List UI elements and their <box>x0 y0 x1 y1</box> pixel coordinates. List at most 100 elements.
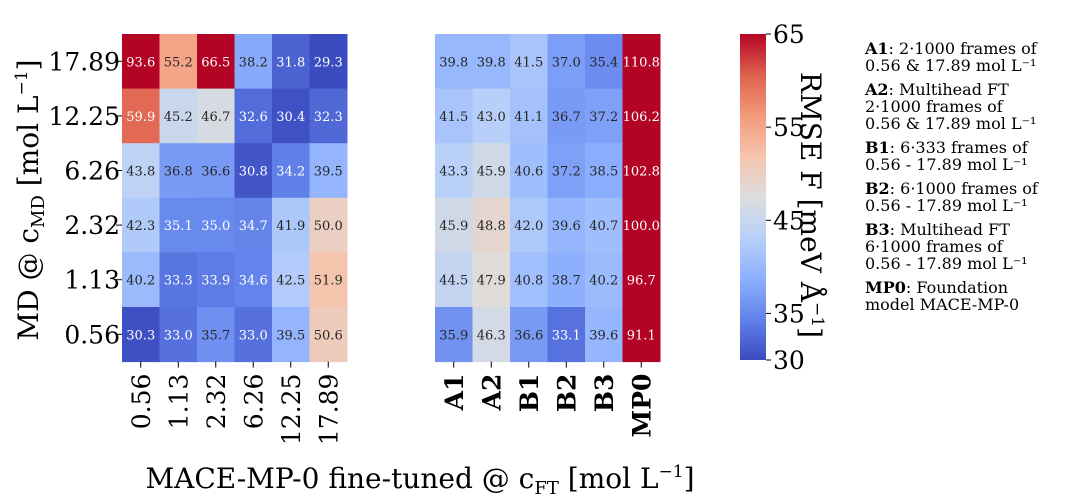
heatmap-cell: 37.2 <box>547 143 586 199</box>
heatmap-cell-value: 36.6 <box>201 165 230 180</box>
heatmap-cell: 33.0 <box>234 307 273 363</box>
heatmap-cell-value: 40.6 <box>514 165 543 180</box>
legend-key: A1 <box>865 39 889 58</box>
heatmap-cell-value: 35.7 <box>201 328 230 343</box>
heatmap-cell: 29.3 <box>309 34 348 90</box>
heatmap-cell-value: 33.0 <box>164 328 193 343</box>
heatmap-cell-value: 91.1 <box>627 328 656 343</box>
heatmap-cell: 37.0 <box>547 34 586 90</box>
heatmap-cell: 36.6 <box>510 307 548 363</box>
heatmap-cell-value: 32.3 <box>314 110 343 125</box>
heatmap-cell: 55.2 <box>159 34 198 90</box>
heatmap-cell-rect <box>435 307 473 363</box>
heatmap-cell-rect <box>122 34 160 90</box>
heatmap-cell: 34.2 <box>272 143 310 199</box>
heatmap-cell: 30.4 <box>272 88 310 144</box>
heatmap-cell-value: 66.5 <box>201 55 230 70</box>
heatmap-cell-value: 51.9 <box>314 274 343 289</box>
heatmap-cell-rect <box>159 88 198 144</box>
heatmap-cell-rect <box>122 197 160 253</box>
legend-text: 6·1000 frames of <box>865 237 1003 256</box>
heatmap-cell-value: 39.6 <box>552 219 581 234</box>
heatmap-cell-rect <box>435 88 473 144</box>
heatmap-cell-rect <box>435 143 473 199</box>
heatmap-cell-value: 41.9 <box>276 219 305 234</box>
heatmap-cell-value: 110.8 <box>623 55 660 70</box>
heatmap-cell-value: 29.3 <box>314 55 343 70</box>
legend-text: 0.56 & 17.89 mol L⁻¹ <box>865 114 1037 133</box>
heatmap-cell: 96.7 <box>622 252 661 308</box>
heatmap-cell-rect <box>197 197 235 253</box>
heatmap-cell: 33.1 <box>547 307 586 363</box>
legend-entry: B3: Multihead FT 6·1000 frames of 0.56 - 1… <box>865 221 1075 272</box>
heatmap-cell-value: 34.6 <box>239 274 268 289</box>
legend-text: 0.56 - 17.89 mol L⁻¹ <box>865 254 1028 273</box>
heatmap-cell-value: 43.3 <box>439 165 468 180</box>
legend-key: B1 <box>865 138 890 157</box>
heatmap-cell-rect <box>309 307 348 363</box>
heatmap-cell: 42.5 <box>272 252 310 308</box>
heatmap-cell-value: 41.1 <box>514 110 543 125</box>
heatmap-cell-value: 106.2 <box>623 110 660 125</box>
heatmap-cell: 30.3 <box>122 307 160 363</box>
heatmap-cell-rect <box>510 252 548 308</box>
heatmap-cell-value: 37.2 <box>552 165 581 180</box>
heatmap-cell: 36.8 <box>159 143 198 199</box>
heatmap-cell: 39.6 <box>585 307 623 363</box>
colorbar-gradient <box>740 34 766 360</box>
heatmap-cell-rect <box>309 252 348 308</box>
heatmap-cell: 38.2 <box>234 34 273 90</box>
legend-text: 0.56 - 17.89 mol L⁻¹ <box>865 155 1028 174</box>
x-tick-label: 1.13 <box>164 374 193 430</box>
heatmap-cell-rect <box>122 88 160 144</box>
heatmap-cell: 106.2 <box>622 88 661 144</box>
heatmap-cell-rect <box>472 197 511 253</box>
y-tick-label: 6.26 <box>64 157 120 186</box>
heatmap-cell: 37.2 <box>585 88 623 144</box>
legend-key: B2 <box>865 179 890 198</box>
heatmap-cell-rect <box>272 34 310 90</box>
colorbar: 30 35 45 55 65 <box>740 20 805 375</box>
y-tick-label: 1.13 <box>64 266 120 295</box>
heatmap-cell-rect <box>472 252 511 308</box>
x-tick-label: B2 <box>552 374 581 413</box>
heatmap-cell: 33.9 <box>197 252 235 308</box>
heatmap-cell: 42.3 <box>122 197 160 253</box>
heatmap-cell-rect <box>547 34 586 90</box>
heatmap-cell: 46.3 <box>472 307 511 363</box>
legend-text: : Foundation <box>905 278 1009 297</box>
heatmap-cell-rect <box>585 307 623 363</box>
heatmap-cell-value: 93.6 <box>126 55 155 70</box>
x-tick-label: 6.26 <box>239 374 268 430</box>
x-tick-label: A1 <box>440 374 469 412</box>
heatmap-cell: 43.8 <box>122 143 160 199</box>
legend-entry: A1: 2·1000 frames of 0.56 & 17.89 mol L⁻¹ <box>865 40 1075 74</box>
heatmap-panel-2: 39.8 39.8 41.5 37.0 35.4 110.8 41.5 43.0 41.1 36.… <box>435 34 661 363</box>
heatmap-cell-value: 36.8 <box>164 165 193 180</box>
heatmap-cell-rect <box>122 143 160 199</box>
heatmap-cell-value: 34.7 <box>239 219 268 234</box>
heatmap-cell-rect <box>547 307 586 363</box>
heatmap-cell-value: 30.3 <box>126 328 155 343</box>
heatmap-cell-value: 40.2 <box>126 274 155 289</box>
heatmap-cell-value: 34.2 <box>276 165 305 180</box>
x-tick-label: 0.56 <box>127 374 156 430</box>
y-tick-label: 17.89 <box>48 47 120 76</box>
heatmap-cell: 110.8 <box>622 34 661 90</box>
heatmap-cell-rect <box>510 307 548 363</box>
heatmap-cell-value: 39.5 <box>314 165 343 180</box>
heatmap-cell: 38.7 <box>547 252 586 308</box>
heatmap-cell: 45.9 <box>472 143 511 199</box>
heatmap-cell-value: 32.6 <box>239 110 268 125</box>
heatmap-cell: 32.3 <box>309 88 348 144</box>
x-tick-label: B3 <box>590 374 619 413</box>
heatmap-cell-rect <box>510 143 548 199</box>
y-tick-label: 12.25 <box>48 102 120 131</box>
heatmap-cell-rect <box>472 34 511 90</box>
heatmap-cell-value: 31.8 <box>276 55 305 70</box>
heatmap-cell: 38.5 <box>585 143 623 199</box>
heatmap-cell: 40.2 <box>122 252 160 308</box>
heatmap-cell: 33.3 <box>159 252 198 308</box>
legend-entry: B2: 6·1000 frames of 0.56 - 17.89 mol L⁻¹ <box>865 180 1075 214</box>
heatmap-cell-value: 45.9 <box>439 219 468 234</box>
